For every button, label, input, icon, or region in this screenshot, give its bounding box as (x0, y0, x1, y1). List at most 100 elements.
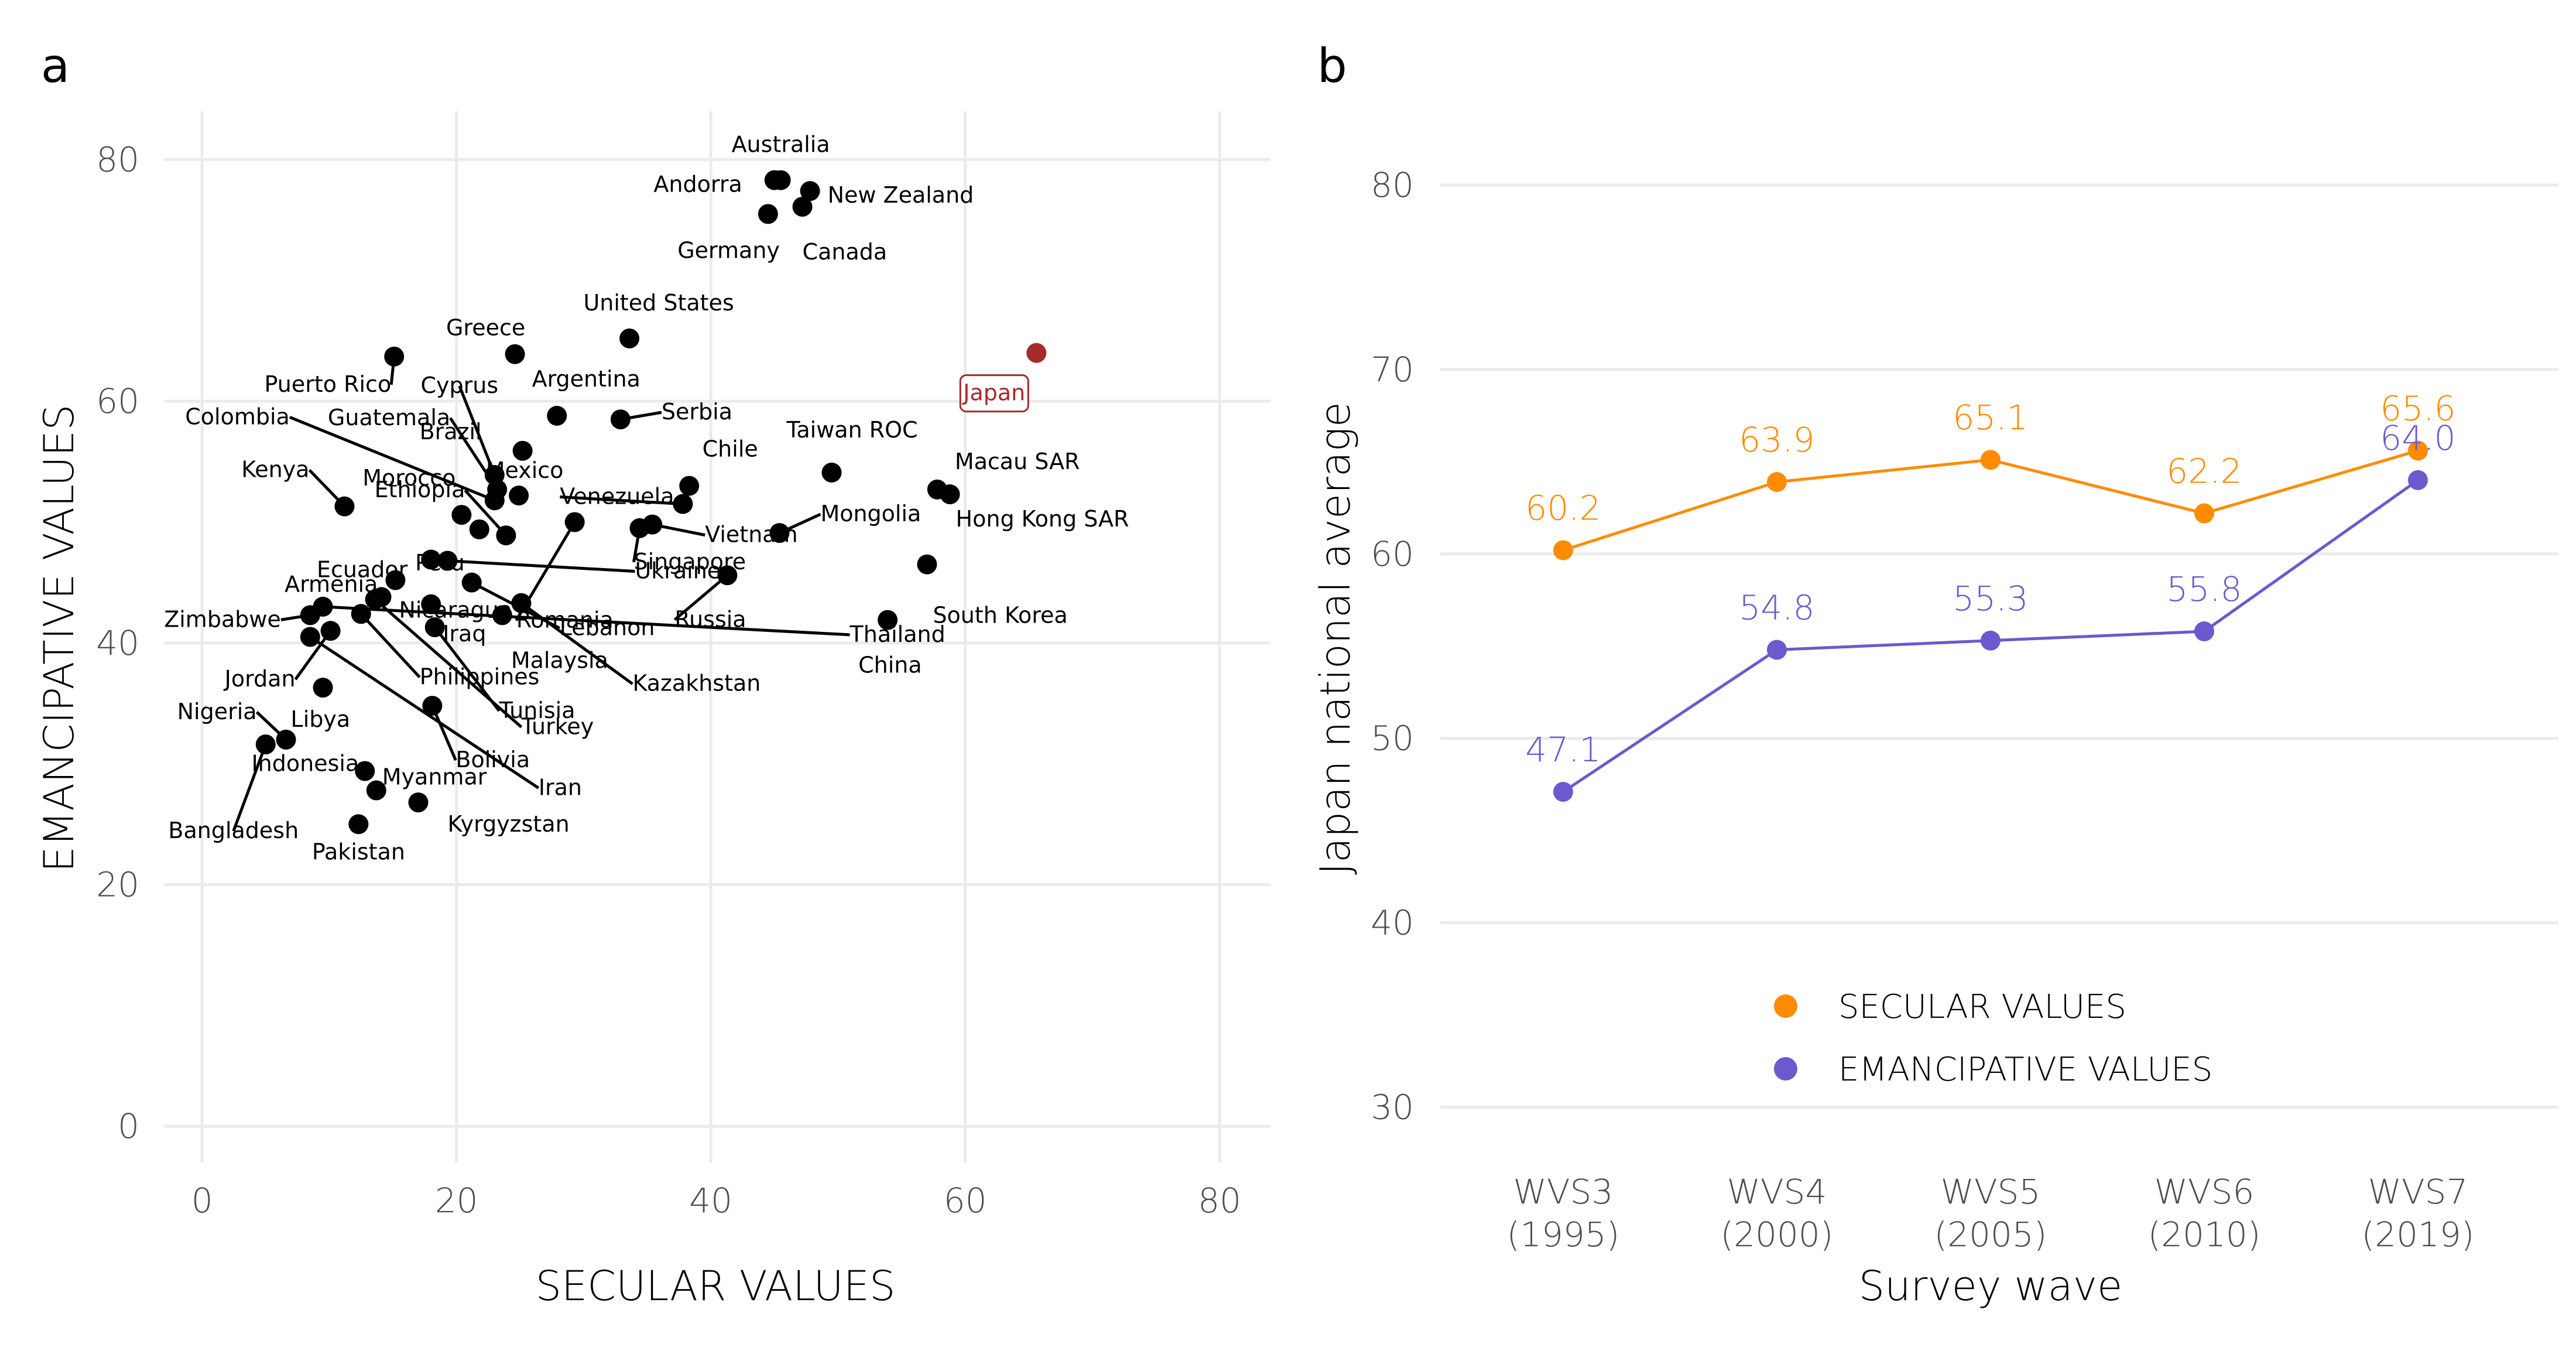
scatter-point-argentina (547, 405, 567, 426)
scatter-label-tunisia: Tunisia (499, 698, 576, 723)
scatter-label-mexico: Mexico (486, 457, 564, 483)
line-value-labels: 60.2 63.9 65.1 62.2 65.6 47.1 54.8 55.3 55.8 64.0 (1525, 388, 2455, 770)
scatter-label-malaysia: Malaysia (511, 647, 608, 673)
scatter-label-brazil: Brazil (420, 419, 482, 445)
legend-label-emancipative-values: EMANCIPATIVE VALUES (1838, 1051, 2212, 1089)
scatter-point-peru (469, 519, 489, 539)
scatter-label-canada: Canada (803, 239, 888, 265)
series-value-label-secular-values: 60.2 (1525, 488, 1601, 528)
series-point-secular-values (1553, 540, 1573, 560)
series-value-label-emancipative-values: 47.1 (1525, 730, 1601, 770)
scatter-point-puerto-rico (384, 346, 405, 367)
scatter-point-south-korea (917, 554, 937, 575)
scatter-point-jordan (320, 621, 341, 641)
scatter-y-tick-label: 20 (96, 864, 139, 904)
line-x-axis-title: Survey wave (1859, 1262, 2122, 1310)
scatter-label-pakistan: Pakistan (312, 839, 405, 864)
scatter-label-nicaragua: Nicaragua (399, 597, 512, 623)
scatter-label-armenia: Armenia (285, 572, 378, 597)
line-x-tick-label: (2019) (2362, 1215, 2475, 1254)
scatter-leader-lines (232, 356, 850, 832)
series-point-emancipative-values (1767, 640, 1787, 660)
line-y-tick-label: 30 (1371, 1088, 1414, 1127)
scatter-label-peru: Peru (415, 550, 465, 576)
scatter-label-venezuela: Venezuela (560, 484, 674, 510)
scatter-leader-venezuela (560, 495, 683, 506)
scatter-label-china: China (858, 652, 922, 678)
series-point-emancipative-values (1981, 630, 2000, 651)
scatter-point-ukraine (437, 551, 458, 571)
line-legend: SECULAR VALUES EMANCIPATIVE VALUES (1774, 988, 2212, 1089)
legend-key-secular-values (1774, 994, 1797, 1018)
scatter-leader-ethiopia (464, 489, 508, 536)
scatter-x-axis-title: SECULAR VALUES (536, 1262, 896, 1310)
series-point-secular-values (1981, 450, 2000, 470)
line-x-tick-label: (1995) (1507, 1215, 1620, 1254)
panel-b-letter: b (1317, 39, 1347, 93)
scatter-x-tick-label: 20 (435, 1181, 478, 1220)
scatter-point-nigeria (276, 729, 296, 750)
scatter-label-nigeria: Nigeria (177, 699, 257, 724)
scatter-label-romania: Romania (516, 607, 614, 633)
scatter-point-lebanon (461, 572, 482, 593)
line-y-tick-label: 80 (1371, 165, 1414, 205)
scatter-point-bangladesh (255, 734, 276, 755)
scatter-leader-philippines (359, 613, 421, 678)
scatter-leader-iran (309, 635, 540, 789)
scatter-point-canada (792, 196, 813, 217)
series-point-secular-values (1767, 471, 1787, 492)
scatter-label-iran: Iran (539, 775, 582, 801)
series-point-emancipative-values (2194, 621, 2214, 642)
series-point-emancipative-values (2408, 470, 2428, 490)
scatter-point-pakistan (348, 814, 369, 835)
scatter-point-greece (505, 344, 525, 364)
scatter-y-tick-label: 60 (96, 381, 139, 421)
scatter-label-cyprus: Cyprus (420, 372, 498, 398)
line-x-tick-label: WVS4 (1727, 1172, 1827, 1212)
line-gridlines (1440, 183, 2558, 1109)
scatter-leader-russia (673, 574, 728, 621)
series-value-label-secular-values: 65.6 (2380, 388, 2455, 428)
legend-key-emancipative-values (1774, 1057, 1797, 1081)
scatter-leader-colombia (289, 416, 495, 502)
scatter-label-iraq: Iraq (443, 621, 486, 647)
scatter-x-tick-label: 0 (191, 1181, 213, 1220)
line-x-tick-label: WVS5 (1941, 1172, 2041, 1212)
scatter-point-taiwan-roc (821, 462, 842, 483)
scatter-point-japan (1026, 343, 1047, 363)
scatter-label-morocco: Morocco (362, 465, 455, 491)
scatter-label-turkey: Turkey (521, 714, 594, 740)
scatter-point-united-states (619, 328, 640, 348)
scatter-label-serbia: Serbia (662, 399, 732, 425)
scatter-point-chile (679, 476, 700, 496)
scatter-label-germany: Germany (677, 237, 780, 263)
scatter-label-new-zealand: New Zealand (828, 182, 974, 208)
line-y-tick-label: 40 (1371, 903, 1414, 943)
line-x-tick-label: WVS7 (2368, 1172, 2468, 1212)
series-value-label-secular-values: 62.2 (2166, 452, 2242, 491)
scatter-label-macau-sar: Macau SAR (955, 449, 1080, 474)
scatter-leader-turkey (374, 598, 523, 729)
scatter-point-singapore (629, 518, 650, 538)
scatter-point-colombia (484, 490, 505, 511)
scatter-leader-thailand (323, 605, 850, 637)
scatter-point-malaysia (492, 605, 512, 625)
scatter-point-labels: Australia Andorra New Zealand Germany Canada… (164, 132, 1129, 865)
series-value-label-secular-values: 65.1 (1952, 398, 2028, 437)
scatter-label-mongolia: Mongolia (820, 501, 921, 527)
line-x-tick-label: (2005) (1934, 1215, 2047, 1254)
scatter-leader-kazakhstan (520, 601, 633, 685)
scatter-label-argentina: Argentina (532, 366, 640, 392)
scatter-label-myanmar: Myanmar (382, 764, 487, 790)
scatter-point-andorra (764, 170, 785, 190)
scatter-point-new-zealand (800, 181, 820, 201)
scatter-y-axis-title: EMANCIPATIVE VALUES (35, 404, 83, 872)
scatter-leader-jordan (294, 630, 332, 681)
scatter-label-south-korea: South Korea (933, 603, 1067, 628)
scatter-point-iran (300, 627, 320, 647)
scatter-point-venezuela (673, 494, 693, 514)
scatter-point-serbia (610, 409, 631, 430)
scatter-label-libya: Libya (291, 706, 351, 732)
series-value-label-emancipative-values: 55.3 (1952, 579, 2028, 618)
scatter-label-kazakhstan: Kazakhstan (632, 671, 761, 696)
